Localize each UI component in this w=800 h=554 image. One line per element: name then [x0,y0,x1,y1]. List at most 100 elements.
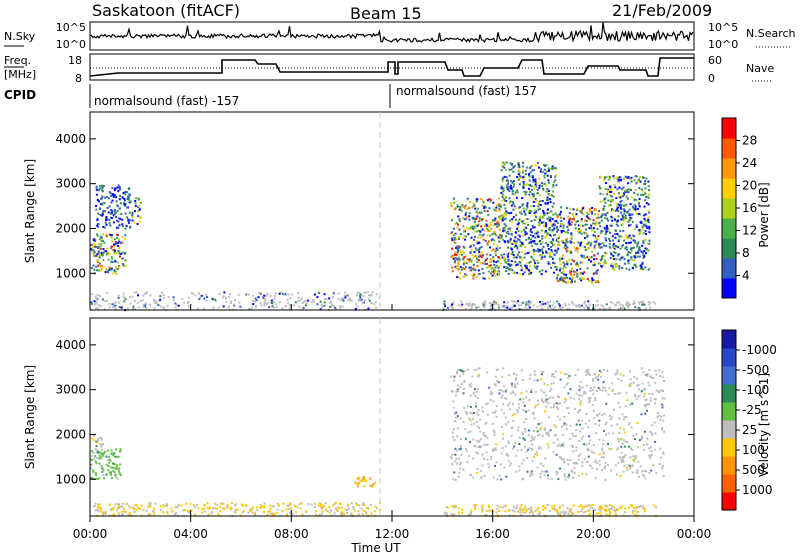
velocity-ground-cell [624,507,627,510]
power-cell [529,238,532,241]
velocity-ground-cell [338,503,341,505]
velocity-ground-cell [110,509,113,512]
power-ground-cell [553,301,556,304]
velocity-cell [522,401,525,404]
velocity-cell [531,443,534,446]
power-cell [107,251,110,254]
velocity-ground-cell [175,511,177,514]
velocity-ground-cell [176,506,179,509]
power-cell [488,229,491,232]
power-ground-cell [298,305,301,308]
power-cell [482,277,485,280]
power-ground-cell [175,303,178,306]
power-cell [470,260,473,262]
velocity-cell [544,427,546,430]
power-ground-cell [621,305,624,308]
power-cell [602,193,605,196]
power-cell [571,259,574,262]
power-cell [494,254,497,257]
velocity-ground-cell [131,506,134,509]
power-ground-cell [648,303,651,306]
power-cell [500,235,503,238]
velocity-cell [644,412,647,415]
power-cell [554,174,557,177]
power-cell [602,179,605,182]
velocity-ground-cell [521,508,524,511]
velocity-cell [573,471,576,474]
power-cell [456,258,459,261]
power-cell [609,186,612,189]
velocity-ground-cell [347,507,350,510]
power-cell [475,217,478,220]
velocity-ground-cell [221,503,224,505]
velocity-cell [585,413,588,415]
velocity-cell [473,412,475,414]
power-cell [119,217,122,220]
power-cell [557,229,560,232]
velocity-cell [532,429,535,432]
velocity-cell [541,434,544,437]
velocity-ground-cell [188,511,191,514]
power-cell [468,215,471,218]
velocity-ground-cell [151,510,154,513]
power-cell [603,205,606,208]
power-ground-cell [364,299,366,302]
power-cell [537,201,540,204]
power-cell [104,196,107,199]
velocity-ground-cell [589,506,592,509]
power-cell [546,243,549,246]
velocity-cell [485,444,488,447]
power-cell [595,236,598,239]
power-cell [511,253,514,256]
power-cell [481,218,484,221]
velocity-cell [98,451,101,454]
power-cell [613,268,616,271]
power-cell [93,250,96,253]
power-cell [615,264,618,267]
velocity-cell [616,371,619,374]
power-cell [502,188,505,191]
power-cell [91,252,94,255]
velocity-ground-cell [125,510,127,513]
power-cell [102,184,105,187]
power-ground-cell [525,301,528,303]
power-cell [642,194,645,196]
power-cell [111,258,114,261]
power-cell [538,208,541,211]
power-ground-cell [509,308,512,311]
velocity-ground-cell [162,505,165,508]
power-cell [645,249,648,252]
power-cell [511,192,514,195]
power-cell [647,249,650,252]
power-cell [520,212,523,215]
power-cell [610,264,613,267]
power-cell [101,254,104,256]
power-cell [532,195,535,198]
power-ground-cell [265,294,268,297]
velocity-cell [552,382,555,385]
velocity-cell [527,429,530,432]
power-cell [534,185,537,188]
power-ground-cell [547,307,549,310]
power-ground-cell [475,306,478,309]
power-cell [626,211,629,214]
velocity-ground-cell [597,512,600,515]
power-cell [608,245,611,248]
power-ground-cell [258,291,261,294]
power-cell [570,218,573,221]
power-cell [601,254,604,257]
power-cell [558,279,561,282]
power-ground-cell [469,302,472,305]
velocity-ground-cell [277,504,280,507]
power-cell [462,225,465,228]
velocity-cell [568,374,571,377]
power-cell [102,210,105,212]
velocity-cell [456,372,458,375]
power-cell [91,249,94,252]
power-cell [546,212,549,215]
velocity-ground-cell [262,505,265,508]
power-cell [97,252,100,255]
power-cell [610,198,613,201]
velocity-ground-cell [604,510,607,513]
velocity-cell [525,450,528,453]
